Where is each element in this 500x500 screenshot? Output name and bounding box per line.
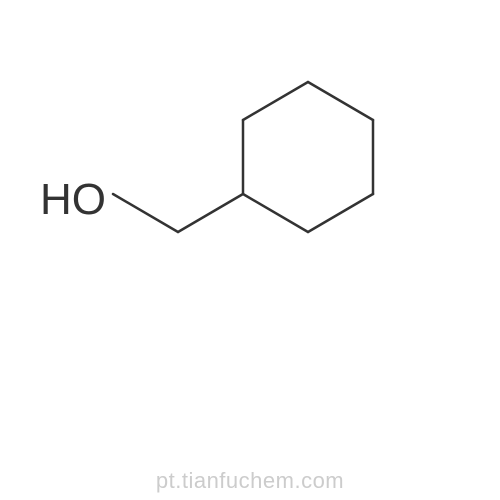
bond-line — [243, 194, 308, 232]
bond-line — [178, 194, 243, 232]
bond-line — [113, 194, 178, 232]
bond-line — [308, 194, 373, 232]
watermark-text: pt.tianfuchem.com — [156, 468, 344, 494]
hydroxyl-label: HO — [40, 175, 106, 225]
bond-line — [243, 82, 308, 120]
bonds-svg — [0, 0, 500, 500]
chemical-structure-canvas: HO pt.tianfuchem.com — [0, 0, 500, 500]
bond-line — [308, 82, 373, 120]
